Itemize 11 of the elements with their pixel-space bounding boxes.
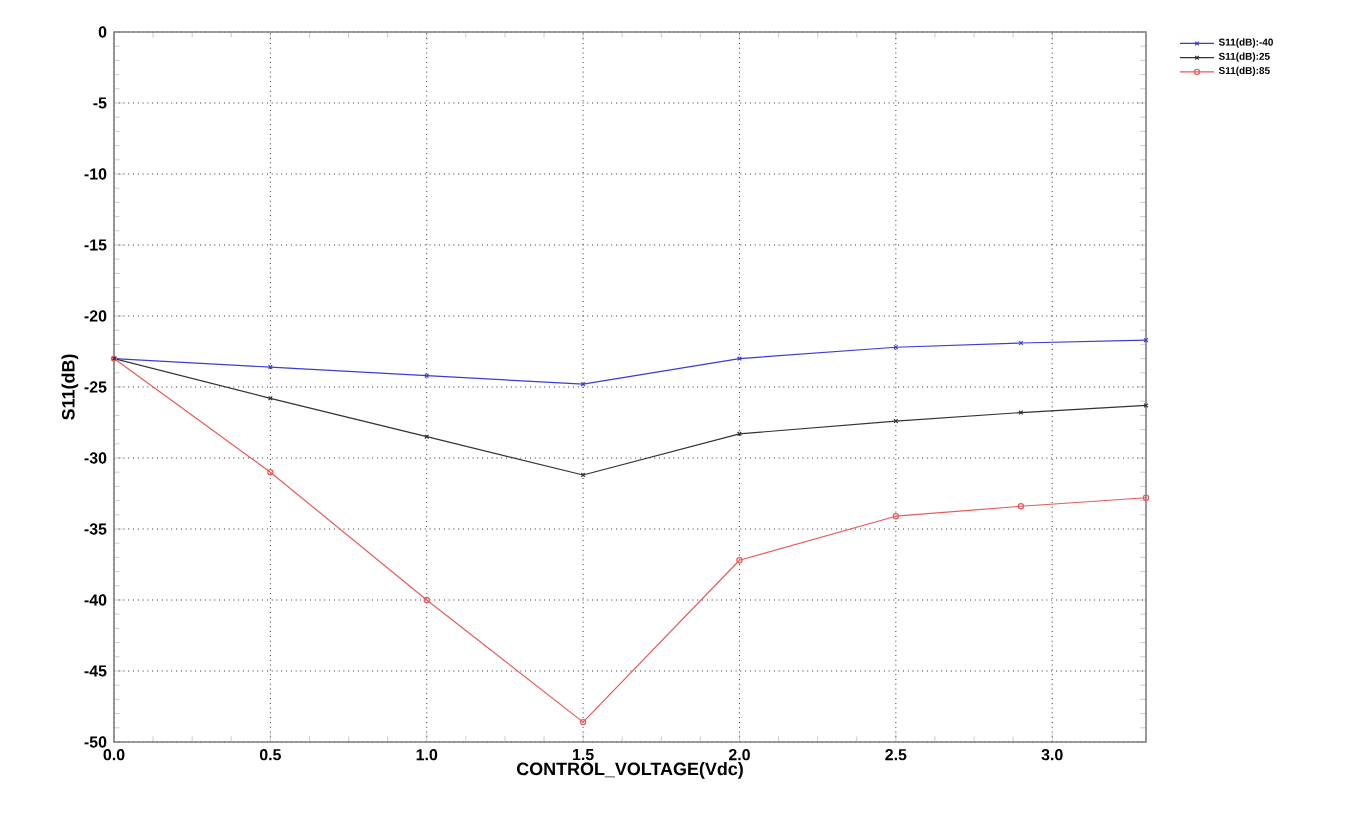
point	[267, 364, 273, 370]
point	[423, 596, 430, 604]
x-axis-title: CONTROL_VOLTAGE(Vdc)	[517, 762, 743, 779]
y-axis-title: S11(dB)	[61, 354, 79, 420]
point	[579, 718, 587, 726]
point	[892, 513, 900, 520]
point	[1017, 503, 1025, 510]
point	[267, 469, 274, 476]
point	[893, 418, 899, 424]
point	[736, 557, 743, 564]
point	[424, 373, 430, 379]
